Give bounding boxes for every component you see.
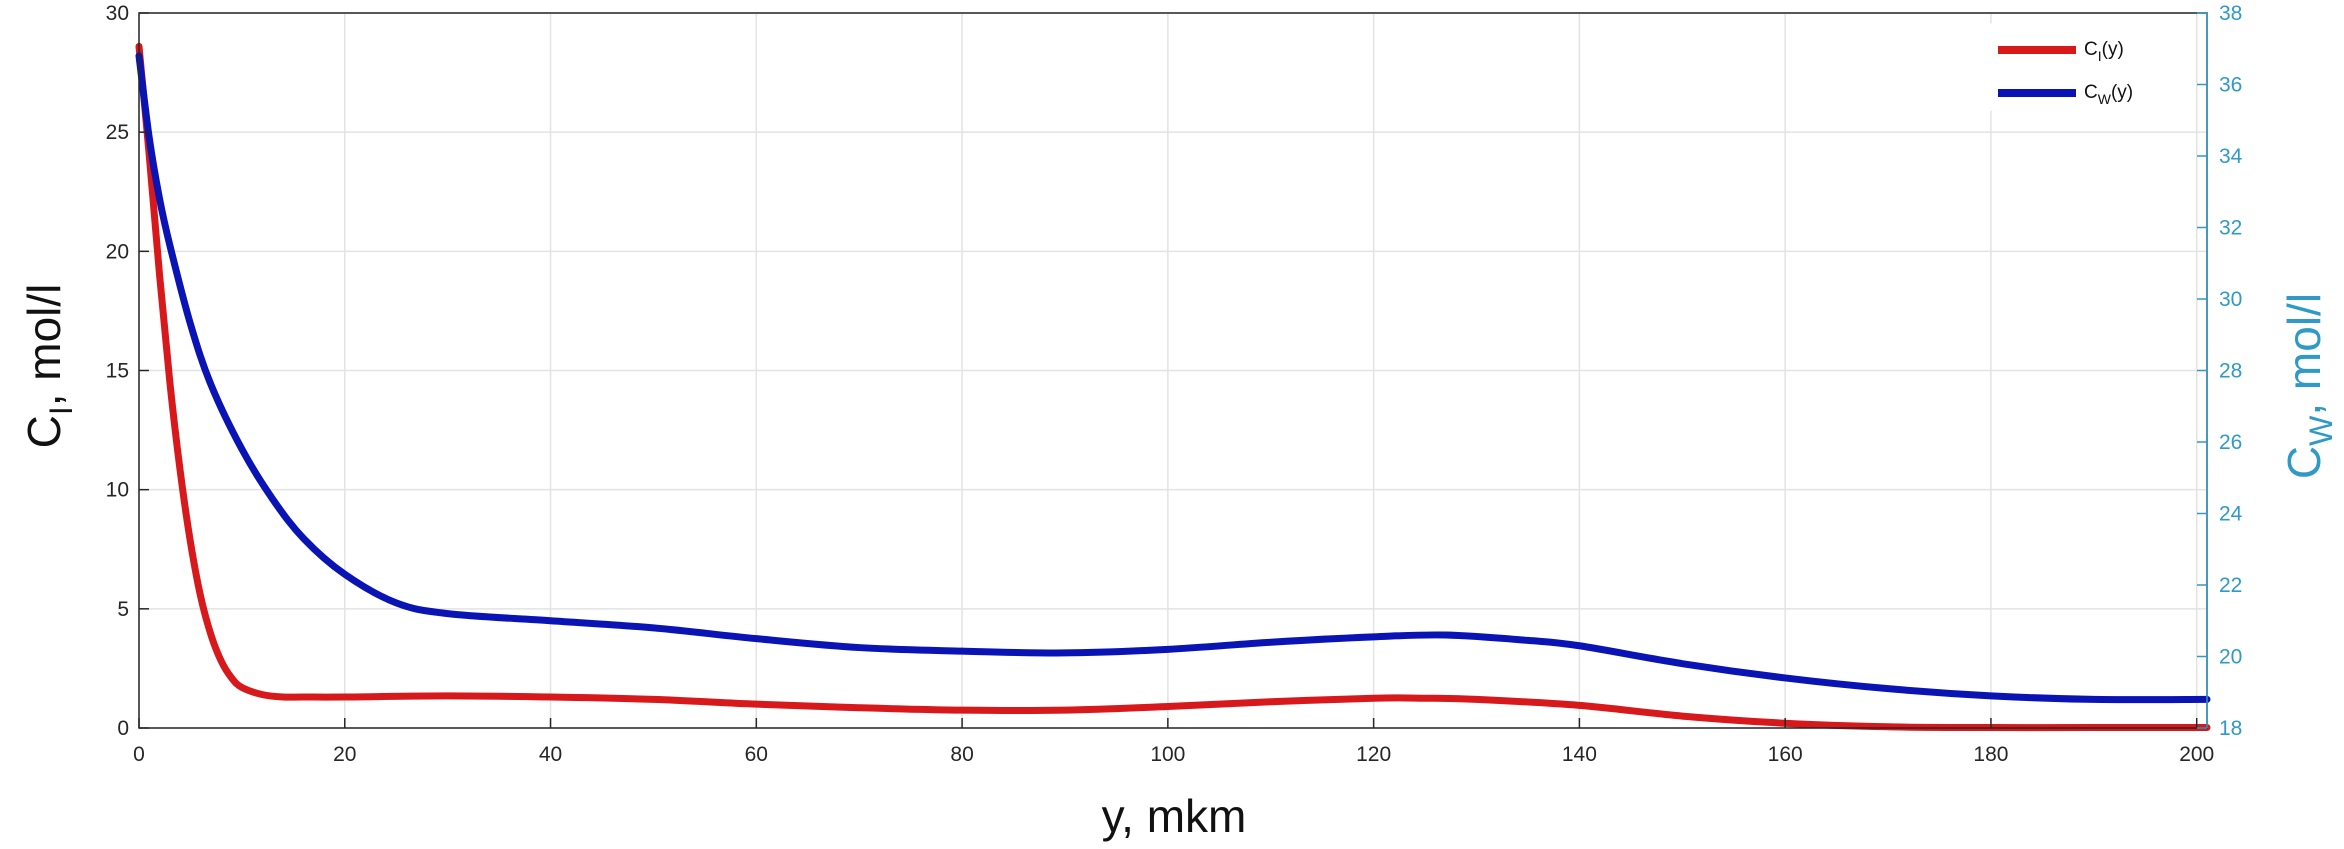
y-right-tick-label: 24 [2219, 503, 2243, 526]
legend-cw-main: C [2084, 82, 2098, 103]
x-tick-label: 180 [1973, 743, 2008, 766]
y-right-tick-label: 30 [2219, 288, 2242, 311]
y-right-tick-label: 38 [2219, 2, 2242, 25]
y-left-tick-label: 25 [106, 121, 129, 144]
y-right-tick-label: 26 [2219, 431, 2242, 454]
y-right-tick-label: 18 [2219, 717, 2242, 740]
y-left-title-sub: I [43, 406, 79, 415]
y-left-title-rest: , mol/l [18, 284, 70, 407]
legend-ci-rest: (y) [2102, 39, 2124, 60]
x-tick-label: 0 [133, 743, 145, 766]
y-right-tick-label: 34 [2219, 145, 2243, 168]
y-left-tick-label: 10 [106, 479, 129, 502]
legend-cw-rest: (y) [2111, 82, 2133, 103]
x-tick-label: 100 [1150, 743, 1185, 766]
y-left-tick-label: 20 [106, 240, 129, 263]
y-left-tick-label: 0 [117, 717, 129, 740]
y-right-tick-label: 36 [2219, 74, 2242, 97]
x-tick-label: 160 [1768, 743, 1803, 766]
y-left-tick-label: 5 [117, 598, 129, 621]
series-line-ci [135, 42, 2211, 732]
x-axis-title: y, mkm [1102, 790, 1247, 842]
x-tick-label: 60 [745, 743, 768, 766]
y-right-tick-label: 32 [2219, 217, 2242, 240]
legend-ci-sub: I [2098, 48, 2102, 64]
y-right-title-main: C [2278, 446, 2330, 479]
x-tick-label: 200 [2179, 743, 2214, 766]
y-right-title-rest: , mol/l [2278, 293, 2330, 416]
y-right-title-sub: W [2303, 415, 2339, 446]
y-right-tick-label: 28 [2219, 360, 2242, 383]
y-left-axis-title: CI, mol/l [18, 284, 79, 449]
y-left-tick-label: 30 [106, 2, 129, 25]
x-tick-label: 20 [333, 743, 356, 766]
x-tick-label: 120 [1356, 743, 1391, 766]
series-layer [135, 42, 2211, 732]
y-right-tick-label: 22 [2219, 574, 2242, 597]
y-right-axis-title: CW, mol/l [2278, 293, 2339, 479]
legend-label-ci: CI(y) [2084, 39, 2124, 64]
legend-ci-main: C [2084, 39, 2098, 60]
x-tick-label: 80 [950, 743, 973, 766]
legend-label-cw: CW(y) [2084, 82, 2133, 107]
x-tick-label: 40 [539, 743, 562, 766]
legend: CI(y) CW(y) [1989, 23, 2151, 111]
y-right-tick-label: 20 [2219, 646, 2242, 669]
y-left-title-main: C [18, 415, 70, 448]
x-tick-label: 140 [1562, 743, 1597, 766]
y-left-tick-label: 15 [106, 360, 129, 383]
ticks: 0 20 40 60 80 100 120 140 160 180 200 0 5 10 15 20 25 30 1… [106, 2, 2243, 766]
series-line-cw [135, 52, 2211, 704]
legend-cw-sub: W [2098, 91, 2112, 107]
